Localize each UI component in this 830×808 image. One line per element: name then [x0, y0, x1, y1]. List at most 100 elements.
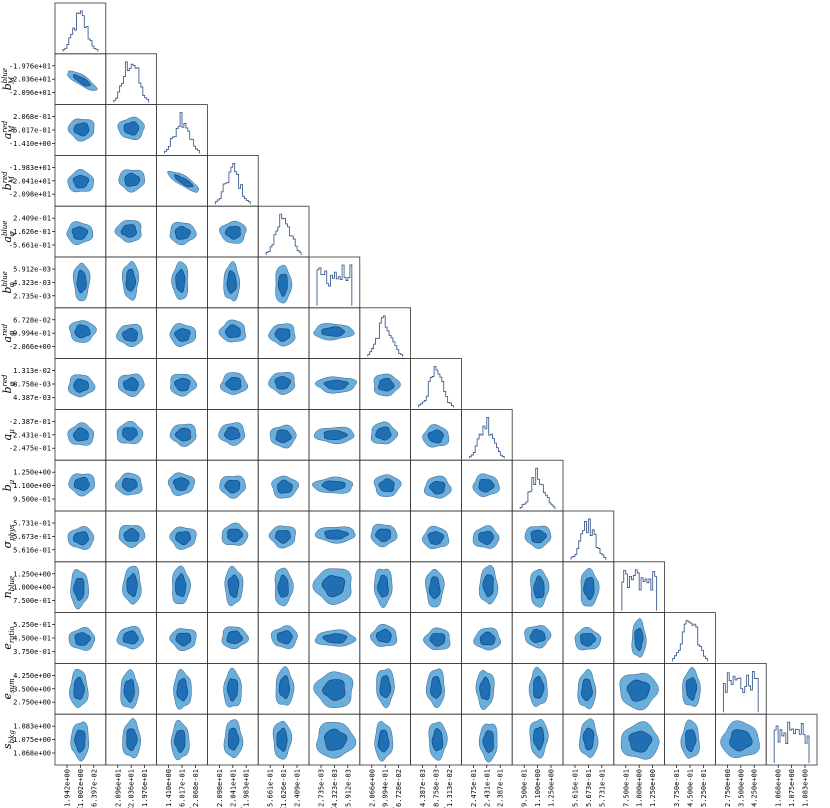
panel-a_phi_blue-b_M_blue [105, 205, 158, 258]
panel-a_phi_blue-a_M_red [156, 205, 208, 258]
histogram-b_phi_blue [316, 264, 353, 306]
panel-sigma_phys-b_phi_red [410, 510, 462, 563]
histogram-n_blue [621, 569, 658, 611]
y-axis-label: bredM [1, 171, 16, 191]
contour-inner [73, 74, 91, 87]
y-axis-a_mu: -2.387e-01 -2.431e-01 -2.475e-01 aμ [1, 418, 55, 453]
panel-b_M_blue-a_M_blue [54, 53, 107, 105]
x-tick-label: -2.096e+01 [114, 769, 122, 808]
panel-n_blue-b_M_red [206, 561, 259, 613]
y-tick-label: 2.409e-01 [13, 215, 51, 223]
panel-s_bkg-b_mu [511, 713, 564, 766]
panel-s_bkg-e_ratio [664, 713, 716, 766]
panel-b_M_red-b_M_blue [105, 154, 158, 207]
contour-inner [530, 529, 547, 544]
panel-n_blue-n_blue [613, 561, 665, 613]
x-tick-label: 5.616e-01 [572, 769, 580, 807]
y-tick-label: -1.983e+01 [9, 164, 51, 172]
x-tick-label: 2.735e-03 [318, 769, 326, 807]
histogram-a_M_blue [62, 10, 99, 52]
y-tick-label: 3.750e-01 [13, 648, 51, 656]
contour-inner [174, 328, 191, 342]
x-tick-label: -5.661e-01 [267, 769, 275, 808]
x-axis-a_phi_red: -2.066e+00-9.994e-016.728e-02aredφ [368, 765, 403, 808]
panel-s_bkg-b_M_blue [105, 713, 158, 766]
contour-inner [227, 727, 240, 751]
x-tick-label: 4.250e+00 [751, 769, 759, 807]
panel-b_M_red-b_M_red [206, 154, 259, 207]
histogram-e_sum [722, 670, 759, 713]
contour-inner [321, 326, 346, 337]
panel-e_ratio-a_phi_blue [257, 612, 310, 664]
contour-inner [377, 574, 389, 598]
x-tick-label: 5.250e-01 [700, 769, 708, 807]
panel-b_phi_blue-a_phi_blue [257, 256, 310, 309]
y-tick-label: -1.976e+01 [9, 62, 51, 70]
contour-inner [324, 728, 348, 751]
panel-b_phi_red-a_phi_red [359, 358, 411, 410]
contour-inner [174, 427, 192, 442]
x-tick-label: 9.500e-01 [521, 769, 529, 807]
contour-inner [120, 224, 137, 238]
contour-inner [322, 633, 348, 644]
contour-inner [125, 268, 137, 292]
contour-inner [226, 270, 237, 294]
contour-inner [323, 430, 349, 440]
panel-a_phi_red-b_M_blue [105, 307, 158, 359]
y-tick-label: 2.735e-03 [13, 292, 51, 300]
histogram-a_phi_blue [265, 213, 302, 255]
panel-sigma_phys-b_mu [511, 510, 564, 563]
contour-inner [225, 377, 242, 391]
contour-inner [431, 728, 444, 752]
contour-inner [274, 328, 291, 342]
histogram-b_mu [519, 467, 556, 509]
contour-inner [729, 729, 753, 752]
contour-inner [224, 324, 241, 339]
panel-a_phi_blue-b_M_red [206, 205, 259, 258]
panel-e_ratio-a_M_blue [54, 612, 107, 664]
y-axis-label: aredM [1, 120, 16, 139]
contour-inner [74, 632, 91, 646]
contour-inner [321, 480, 346, 491]
panel-sigma_phys-a_mu [460, 510, 513, 563]
contour-inner [427, 429, 444, 444]
contour-inner [428, 576, 441, 600]
histogram-b_phi_red [418, 366, 454, 408]
contour-inner [124, 172, 141, 187]
y-tick-label: 5.616e-01 [13, 546, 51, 554]
contour-inner [529, 628, 546, 643]
panel-b_mu-b_M_red [206, 459, 259, 512]
panel-n_blue-b_M_blue [105, 561, 158, 613]
panel-a_M_red-a_M_red [156, 104, 208, 156]
contour-inner [175, 268, 186, 293]
histogram-s_bkg [773, 721, 810, 763]
panel-b_mu-b_M_blue [105, 459, 158, 512]
panel-n_blue-b_mu [511, 561, 564, 613]
panel-b_phi_blue-b_M_red [206, 256, 259, 309]
panel-e_ratio-b_M_red [206, 612, 259, 664]
x-tick-label: 5.731e-01 [598, 769, 606, 807]
x-axis-b_mu: 9.500e-011.100e+001.250e+00bμ [521, 765, 556, 808]
y-tick-label: 1.250e+00 [13, 570, 51, 578]
y-axis-label: esum [1, 678, 16, 700]
y-tick-label: 4.387e-03 [13, 394, 51, 402]
panel-sigma_phys-a_M_blue [54, 510, 107, 563]
panel-s_bkg-n_blue [613, 713, 665, 766]
contour-inner [628, 730, 653, 753]
x-tick-label: 4.323e-03 [331, 769, 339, 807]
x-tick-label: 2.750e+00 [724, 769, 732, 807]
panel-n_blue-b_phi_blue [308, 561, 361, 613]
panel-s_bkg-b_phi_blue [308, 713, 361, 766]
panel-b_phi_red-a_M_red [156, 358, 208, 410]
contour-inner [276, 727, 288, 752]
panel-b_phi_red-b_phi_blue [308, 358, 361, 410]
y-tick-label: -2.066e+00 [9, 343, 51, 351]
contour-inner [174, 174, 194, 188]
